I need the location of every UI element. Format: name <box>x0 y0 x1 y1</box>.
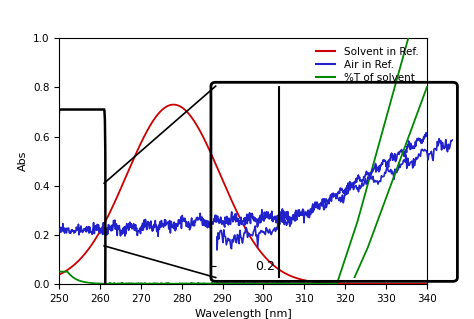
Legend: Solvent in Ref., Air in Ref., %T of solvent: Solvent in Ref., Air in Ref., %T of solv… <box>313 43 421 86</box>
Text: 0.2: 0.2 <box>255 260 275 272</box>
X-axis label: Wavelength [nm]: Wavelength [nm] <box>194 309 292 319</box>
Y-axis label: Abs: Abs <box>18 151 27 171</box>
